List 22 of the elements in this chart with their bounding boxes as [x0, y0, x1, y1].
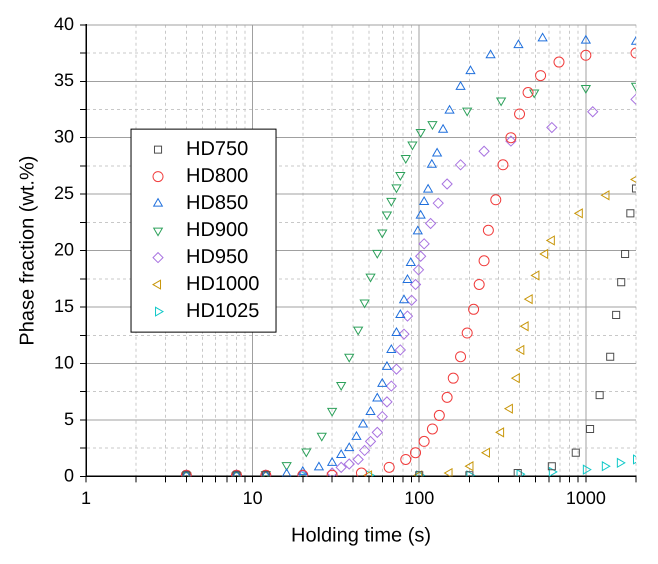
y-tick-label: 25 [54, 183, 74, 204]
legend-label: HD1000 [186, 273, 260, 296]
x-axis-title: Holding time (s) [290, 524, 432, 547]
legend-label: HD800 [186, 165, 248, 188]
legend-label: HD750 [186, 138, 248, 160]
legend-label: HD850 [186, 192, 248, 214]
x-tick-label: 1 [81, 488, 92, 508]
y-tick-label: 40 [54, 14, 74, 34]
x-tick-label: 10 [242, 488, 263, 508]
legend-label: HD900 [186, 219, 248, 242]
y-tick-label: 20 [54, 240, 74, 260]
x-tick-label: 1000 [566, 488, 606, 508]
y-tick-label: 0 [64, 465, 74, 486]
y-tick-label: 5 [64, 408, 74, 429]
legend-label: HD1025 [186, 300, 260, 322]
y-axis-title: Phase fraction (wt.%) [16, 156, 39, 346]
legend-label: HD950 [186, 246, 248, 268]
y-tick-label: 15 [54, 296, 74, 316]
x-tick-label: 100 [404, 488, 434, 508]
y-tick-label: 30 [54, 126, 74, 147]
y-tick-label: 10 [54, 352, 74, 372]
y-tick-label: 35 [54, 70, 74, 90]
